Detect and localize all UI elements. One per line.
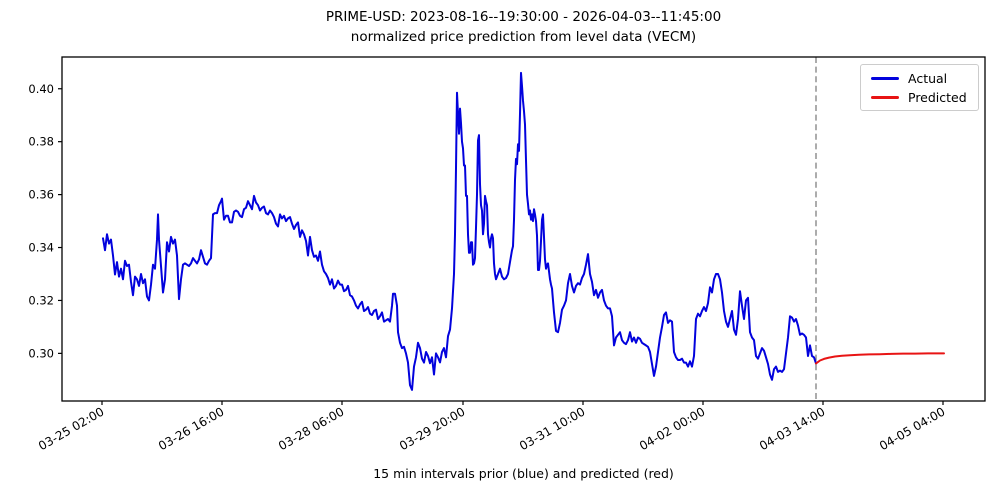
x-tick-label: 03-28 06:00 [276,404,346,453]
legend-label-predicted: Predicted [908,89,967,105]
x-tick-label: 04-02 00:00 [637,404,707,453]
legend-label-actual: Actual [908,70,948,86]
actual-line-sample [871,76,899,80]
y-tick-label: 0.30 [28,346,54,360]
y-tick-label: 0.34 [28,241,54,255]
chart-title-line2: normalized price prediction from level d… [350,28,697,45]
predicted-line [815,352,945,365]
x-tick-label: 03-31 10:00 [517,404,587,453]
y-tick-label: 0.40 [28,82,54,96]
x-axis-label: 15 min intervals prior (blue) and predic… [373,466,674,481]
legend-row-predicted: Predicted [861,90,978,105]
x-tick-label: 03-26 16:00 [156,404,226,453]
y-tick-label: 0.36 [28,188,54,202]
axes-frame [61,56,986,402]
y-tick-label: 0.32 [28,293,54,307]
predicted-line-sample [871,95,899,99]
chart-title-line1: PRIME-USD: 2023-08-16--19:30:00 - 2026-0… [325,9,722,25]
x-tick-label: 03-25 02:00 [36,404,106,453]
legend-row-actual: Actual [861,71,978,86]
x-tick-label: 03-29 20:00 [397,404,467,453]
x-tick-label: 04-05 04:00 [877,404,947,453]
y-tick-label: 0.38 [28,135,54,149]
legend: Actual Predicted [860,64,979,111]
actual-line [102,71,817,391]
x-tick-label: 04-03 14:00 [757,404,827,453]
chart-title: PRIME-USD: 2023-08-16--19:30:00 - 2026-0… [62,8,985,47]
